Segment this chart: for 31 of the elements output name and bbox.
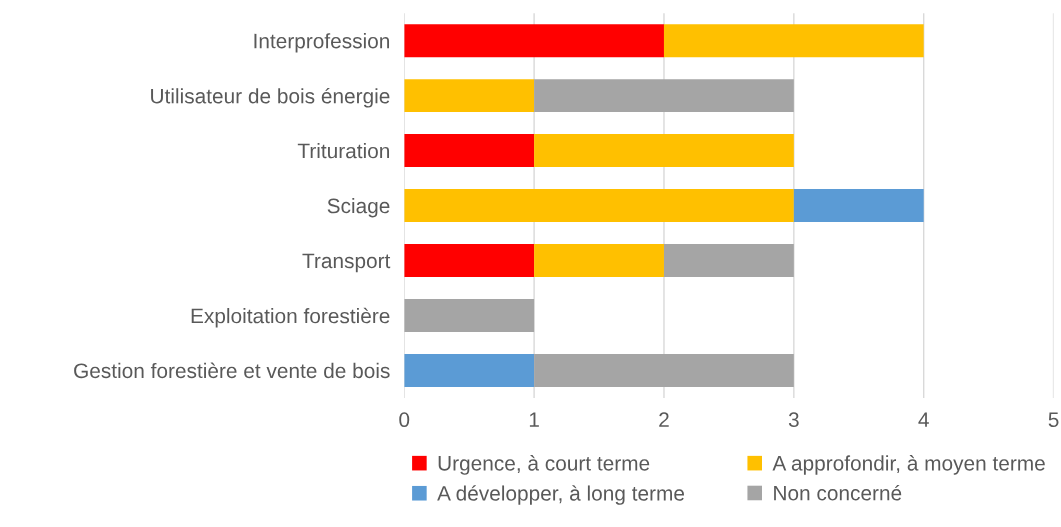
y-tick-label: Transport [302, 253, 391, 273]
y-tick-label: Interprofession [254, 33, 390, 53]
x-tick-label: 5 [1048, 412, 1059, 428]
bar [534, 353, 794, 387]
legend-label: A approfondir, à moyen terme [772, 455, 1045, 475]
bar [793, 189, 924, 223]
bar [404, 134, 535, 168]
bar [663, 244, 794, 277]
x-tick-label: 3 [788, 412, 799, 428]
bar [404, 79, 535, 113]
bar [404, 244, 535, 277]
legend-label: Non concerné [774, 484, 902, 501]
bar [404, 189, 794, 223]
bar [534, 79, 794, 113]
y-tick-label: Utilisateur de bois énergie [151, 87, 390, 108]
legend-label: A développer, à long terme [437, 485, 685, 505]
x-tick-label: 0 [399, 412, 410, 428]
x-tick-label: 1 [529, 412, 539, 427]
bar [404, 24, 664, 58]
y-tick-label: Trituration [297, 143, 390, 159]
y-tick-label: Gestion forestière et vente de bois [74, 362, 390, 379]
bar [663, 24, 924, 58]
y-tick-label: Exploitation forestière [191, 307, 390, 328]
x-tick-label: 4 [918, 412, 929, 427]
bar [404, 298, 535, 332]
bar [404, 353, 535, 387]
x-tick-label: 2 [659, 412, 669, 427]
bar [534, 134, 794, 168]
bar [534, 244, 664, 277]
legend-label: Urgence, à court terme [438, 455, 650, 475]
y-tick-label: Sciage [327, 197, 390, 218]
